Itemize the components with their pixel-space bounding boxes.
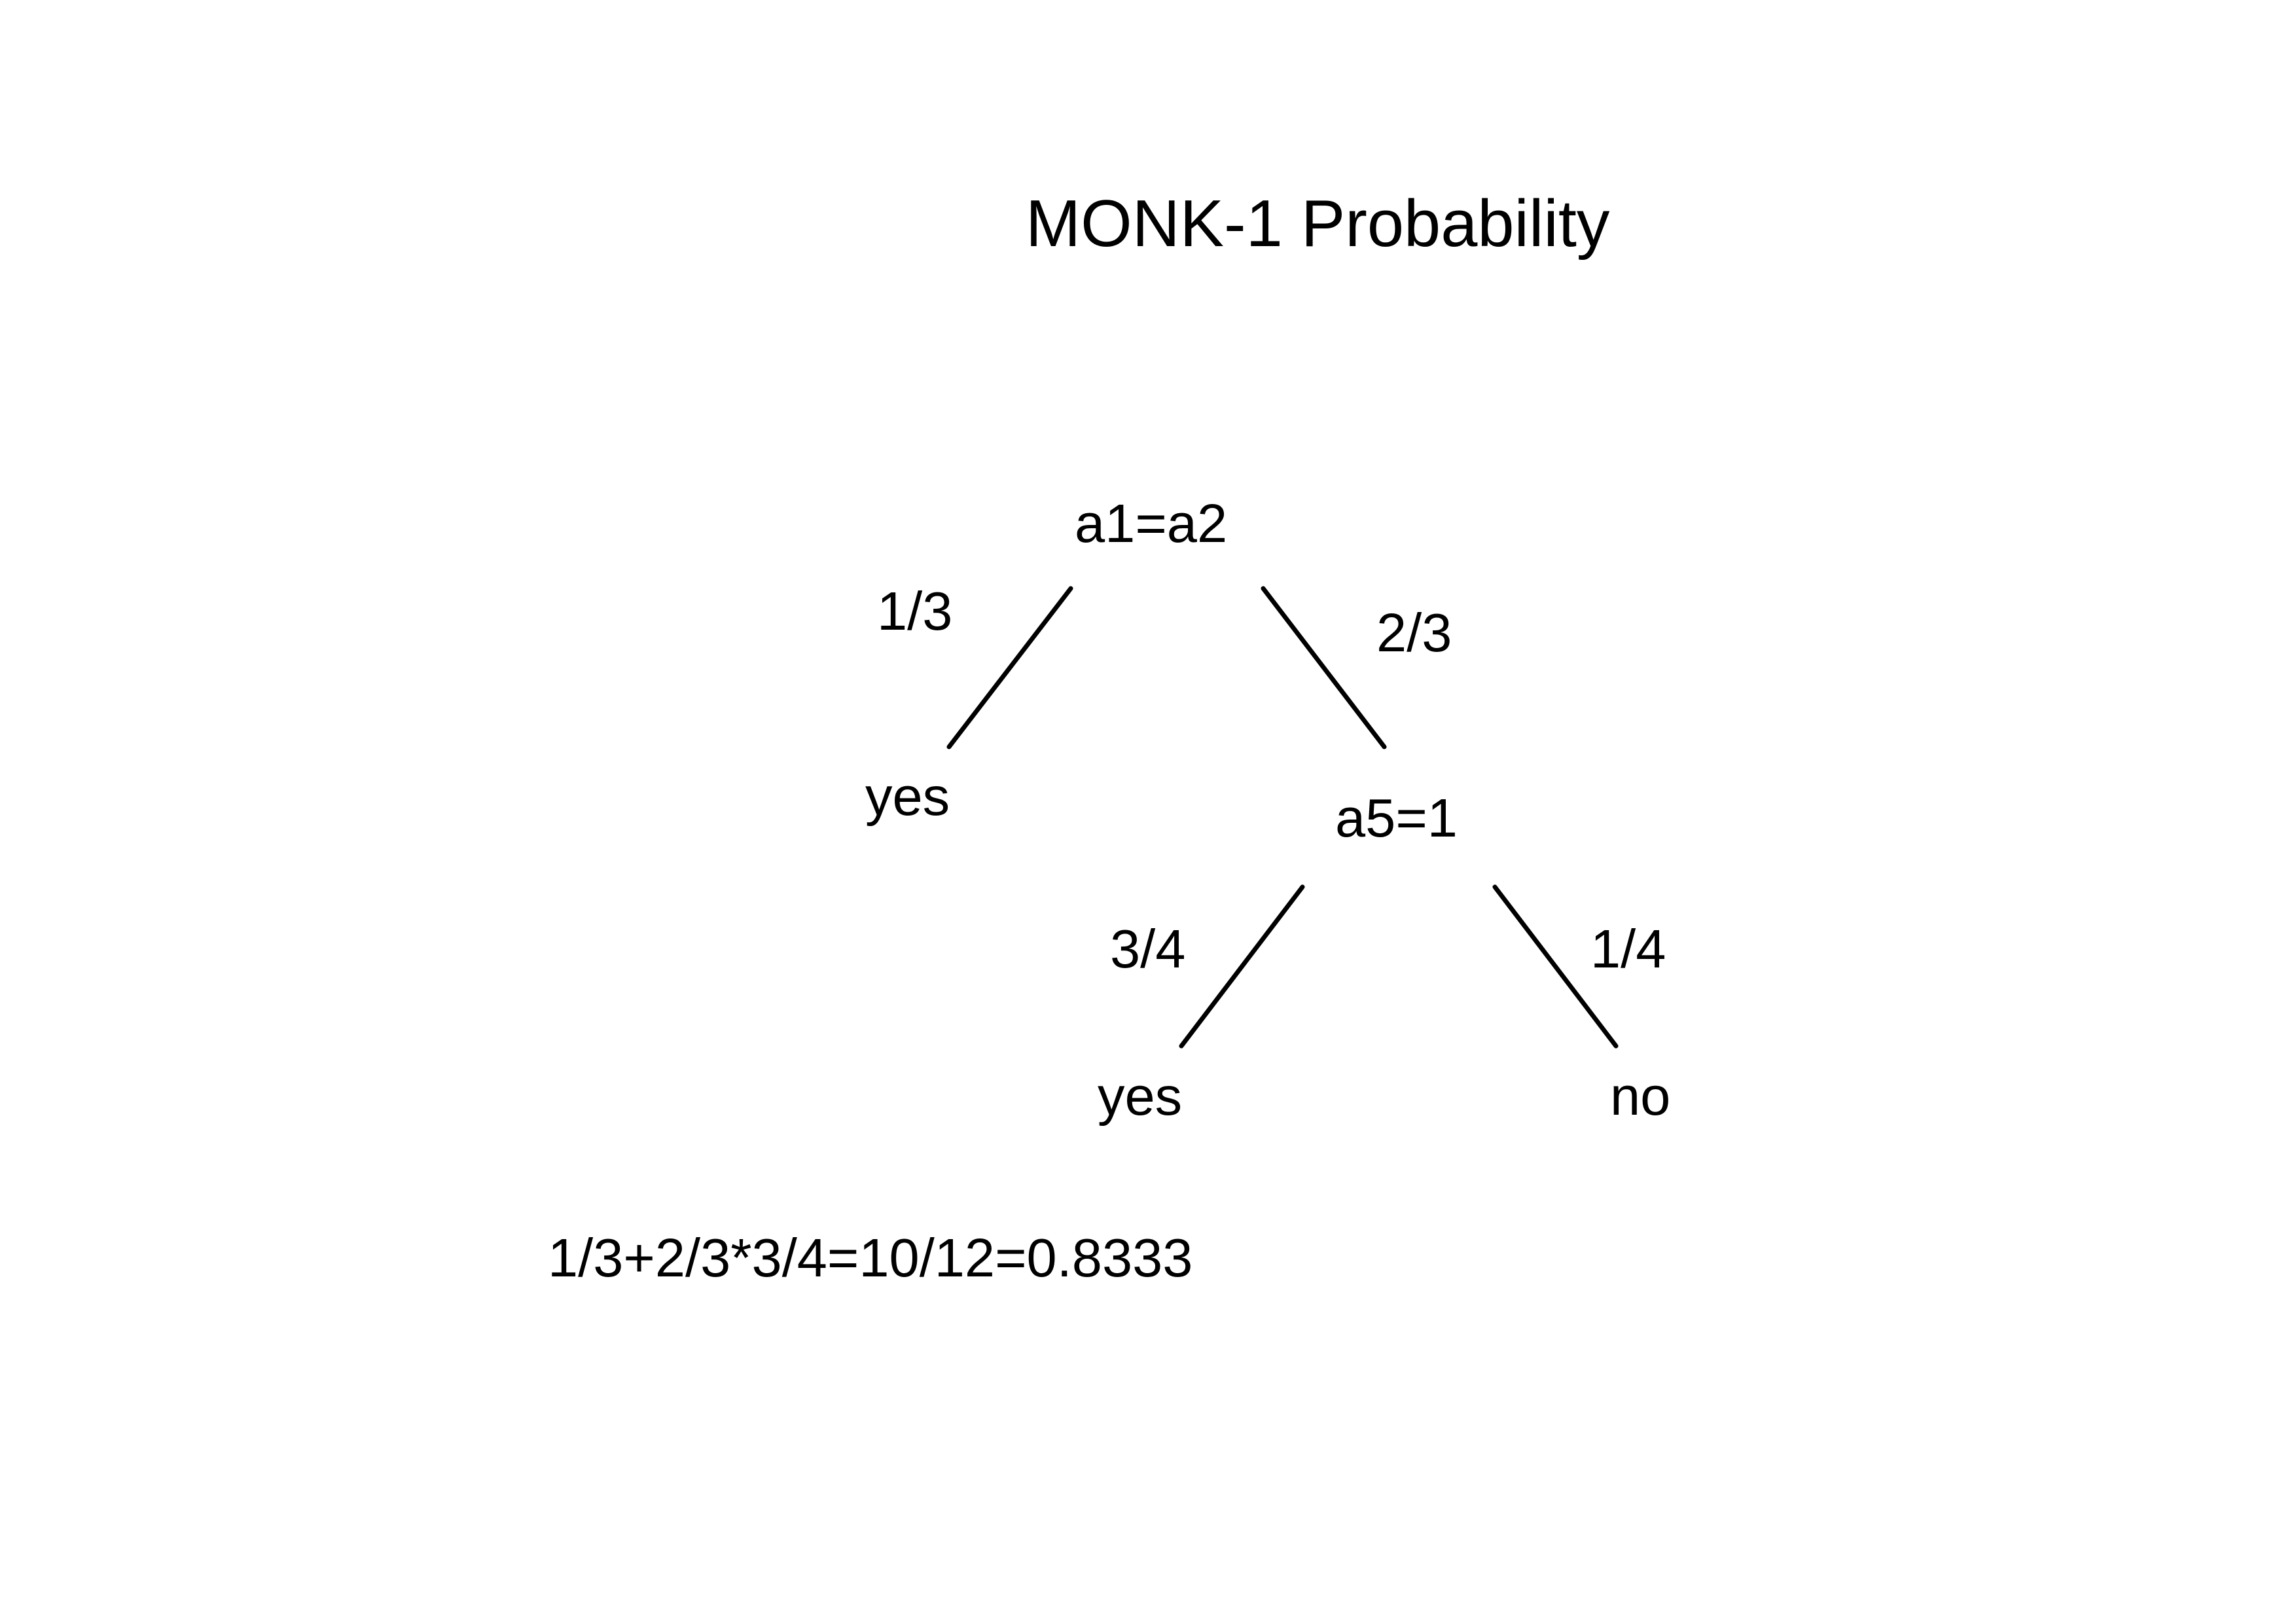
root-left-edge-label: 1/3 <box>877 581 953 641</box>
root-right-edge-label: 2/3 <box>1376 602 1452 663</box>
a5-node-label: a5=1 <box>1335 787 1458 848</box>
a5-left-edge-label: 3/4 <box>1110 918 1186 979</box>
edge-root-to-a5 <box>1261 586 1387 749</box>
leaf-no-bottom: no <box>1610 1066 1671 1127</box>
probability-formula: 1/3+2/3*3/4=10/12=0.8333 <box>548 1227 1193 1288</box>
diagram-title: MONK-1 Probability <box>1026 187 1610 261</box>
root-node-label: a1=a2 <box>1075 493 1228 554</box>
leaf-yes-bottom: yes <box>1098 1066 1183 1127</box>
leaf-yes-top: yes <box>865 766 950 827</box>
a5-right-edge-label: 1/4 <box>1590 918 1666 979</box>
edge-root-to-yes <box>946 586 1073 749</box>
edge-a5-to-yes <box>1179 884 1305 1049</box>
edge-a5-to-no <box>1492 884 1619 1049</box>
